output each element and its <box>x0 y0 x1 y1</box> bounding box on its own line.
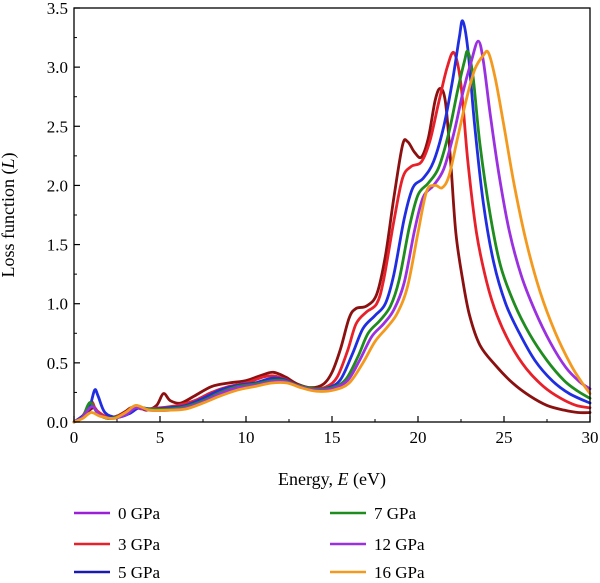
legend: 0 GPa 3 GPa 5 GPa 7 GPa 12 GPa 16 GPa <box>74 504 425 582</box>
series-line-3 <box>72 19 592 424</box>
x-axis-label: Energy, E (eV) <box>278 469 386 490</box>
x-tick-label: 0 <box>70 428 79 447</box>
x-axis-ticks: 0 5 10 15 20 25 30 <box>70 416 599 447</box>
legend-label: 16 GPa <box>374 563 425 582</box>
legend-label: 0 GPa <box>118 504 160 523</box>
series-line-4 <box>72 49 592 424</box>
y-axis-ticks: 0.0 0.5 1.0 1.5 2.0 2.5 3.0 3.5 <box>47 0 80 432</box>
y-tick-label: 2.0 <box>47 176 68 195</box>
x-tick-label: 15 <box>324 428 341 447</box>
series-line-5 <box>72 39 592 424</box>
plot-frame <box>73 7 591 423</box>
y-tick-label: 3.0 <box>47 58 68 77</box>
x-tick-label: 5 <box>156 428 165 447</box>
y-tick-label: 0.0 <box>47 413 68 432</box>
y-tick-label: 0.5 <box>47 354 68 373</box>
y-tick-label: 1.5 <box>47 236 68 255</box>
y-tick-label: 1.0 <box>47 295 68 314</box>
series-line-6 <box>72 49 592 424</box>
series-line-1 <box>72 87 592 424</box>
y-tick-label: 3.5 <box>47 0 68 18</box>
y-tick-label: 2.5 <box>47 117 68 136</box>
plot-lines <box>72 19 592 424</box>
x-tick-label: 30 <box>582 428 599 447</box>
legend-label: 12 GPa <box>374 535 425 554</box>
legend-label: 5 GPa <box>118 563 160 582</box>
series-line-2 <box>72 50 592 424</box>
legend-label: 3 GPa <box>118 535 160 554</box>
legend-label: 7 GPa <box>374 504 416 523</box>
x-tick-label: 20 <box>410 428 427 447</box>
y-axis-label: Loss function (L) <box>0 153 19 278</box>
x-tick-label: 10 <box>238 428 255 447</box>
x-tick-label: 25 <box>496 428 513 447</box>
